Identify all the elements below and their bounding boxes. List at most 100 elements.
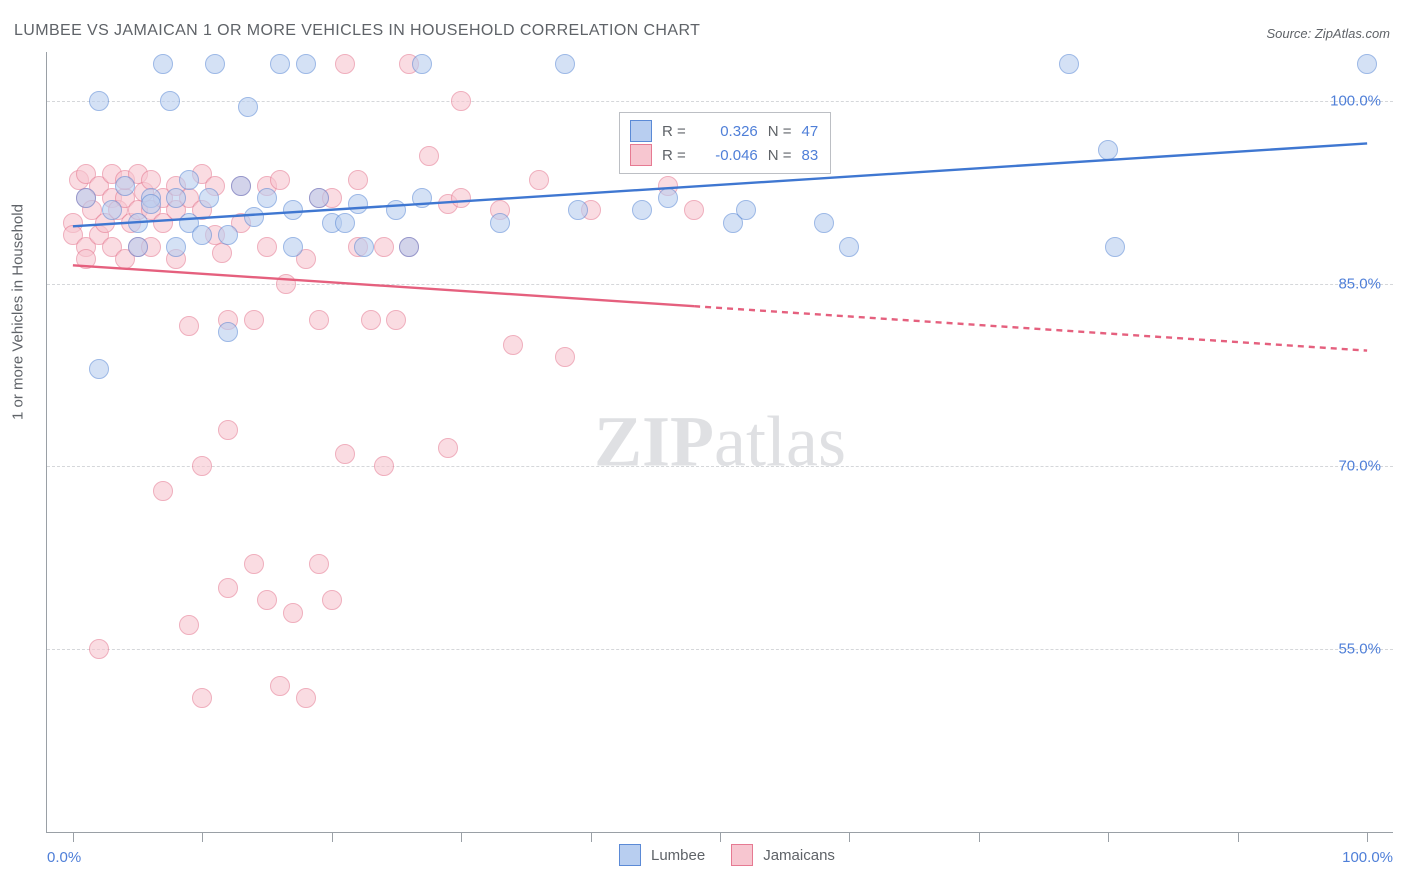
data-point-pink bbox=[244, 310, 264, 330]
data-point-blue bbox=[244, 207, 264, 227]
data-point-blue bbox=[348, 194, 368, 214]
data-point-blue bbox=[205, 54, 225, 74]
data-point-blue bbox=[568, 200, 588, 220]
data-point-blue bbox=[166, 237, 186, 257]
r-label: R = bbox=[662, 123, 686, 140]
x-axis-tick bbox=[73, 832, 74, 842]
data-point-blue bbox=[283, 200, 303, 220]
swatch-blue-icon bbox=[619, 844, 641, 866]
data-point-pink bbox=[451, 91, 471, 111]
data-point-pink bbox=[192, 456, 212, 476]
data-point-pink bbox=[529, 170, 549, 190]
watermark: ZIPatlas bbox=[594, 401, 846, 484]
data-point-blue bbox=[335, 213, 355, 233]
gridline bbox=[47, 466, 1393, 467]
x-axis-tick bbox=[720, 832, 721, 842]
x-axis-tick bbox=[461, 832, 462, 842]
x-axis-tick bbox=[332, 832, 333, 842]
data-point-blue bbox=[412, 188, 432, 208]
data-point-blue bbox=[555, 54, 575, 74]
data-point-blue bbox=[218, 322, 238, 342]
data-point-pink bbox=[374, 456, 394, 476]
data-point-blue bbox=[76, 188, 96, 208]
data-point-blue bbox=[89, 91, 109, 111]
data-point-pink bbox=[438, 438, 458, 458]
x-axis-tick bbox=[1238, 832, 1239, 842]
data-point-blue bbox=[309, 188, 329, 208]
data-point-pink bbox=[218, 578, 238, 598]
data-point-blue bbox=[632, 200, 652, 220]
gridline bbox=[47, 649, 1393, 650]
r-value-pink: -0.046 bbox=[692, 147, 758, 164]
data-point-blue bbox=[354, 237, 374, 257]
data-point-pink bbox=[386, 310, 406, 330]
y-axis-tick-label: 85.0% bbox=[1338, 275, 1381, 292]
data-point-pink bbox=[361, 310, 381, 330]
series-label-pink: Jamaicans bbox=[763, 847, 835, 864]
data-point-pink bbox=[335, 54, 355, 74]
n-label: N = bbox=[768, 147, 792, 164]
data-point-blue bbox=[412, 54, 432, 74]
data-point-blue bbox=[218, 225, 238, 245]
n-label: N = bbox=[768, 123, 792, 140]
data-point-blue bbox=[153, 54, 173, 74]
data-point-pink bbox=[141, 170, 161, 190]
data-point-blue bbox=[658, 188, 678, 208]
x-axis-tick bbox=[591, 832, 592, 842]
scatter-plot-area: ZIPatlas R = 0.326 N = 47 R = -0.046 N =… bbox=[46, 52, 1393, 833]
data-point-pink bbox=[153, 481, 173, 501]
data-point-pink bbox=[348, 170, 368, 190]
x-axis-label-max: 100.0% bbox=[1342, 849, 1393, 866]
data-point-pink bbox=[451, 188, 471, 208]
source-credit: Source: ZipAtlas.com bbox=[1266, 26, 1390, 41]
data-point-pink bbox=[270, 170, 290, 190]
y-axis-tick-label: 70.0% bbox=[1338, 458, 1381, 475]
r-value-blue: 0.326 bbox=[692, 123, 758, 140]
data-point-pink bbox=[309, 554, 329, 574]
y-axis-title: 1 or more Vehicles in Household bbox=[10, 204, 27, 420]
data-point-blue bbox=[1098, 140, 1118, 160]
data-point-blue bbox=[839, 237, 859, 257]
data-point-pink bbox=[257, 590, 277, 610]
swatch-pink-icon bbox=[731, 844, 753, 866]
y-axis-tick-label: 55.0% bbox=[1338, 641, 1381, 658]
data-point-blue bbox=[814, 213, 834, 233]
data-point-blue bbox=[231, 176, 251, 196]
data-point-pink bbox=[192, 688, 212, 708]
data-point-pink bbox=[76, 249, 96, 269]
data-point-pink bbox=[257, 237, 277, 257]
data-point-blue bbox=[399, 237, 419, 257]
series-legend: Lumbee Jamaicans bbox=[619, 844, 835, 866]
x-axis-tick bbox=[202, 832, 203, 842]
data-point-pink bbox=[374, 237, 394, 257]
data-point-blue bbox=[115, 176, 135, 196]
x-axis-label-min: 0.0% bbox=[47, 849, 81, 866]
data-point-blue bbox=[257, 188, 277, 208]
data-point-pink bbox=[212, 243, 232, 263]
data-point-blue bbox=[1105, 237, 1125, 257]
swatch-blue-icon bbox=[630, 120, 652, 142]
series-label-blue: Lumbee bbox=[651, 847, 705, 864]
data-point-pink bbox=[276, 274, 296, 294]
data-point-pink bbox=[322, 590, 342, 610]
data-point-blue bbox=[141, 194, 161, 214]
x-axis-tick bbox=[849, 832, 850, 842]
data-point-blue bbox=[160, 91, 180, 111]
data-point-pink bbox=[179, 615, 199, 635]
data-point-blue bbox=[179, 170, 199, 190]
chart-title: LUMBEE VS JAMAICAN 1 OR MORE VEHICLES IN… bbox=[14, 22, 700, 40]
data-point-pink bbox=[684, 200, 704, 220]
data-point-blue bbox=[296, 54, 316, 74]
data-point-pink bbox=[309, 310, 329, 330]
data-point-pink bbox=[419, 146, 439, 166]
data-point-pink bbox=[555, 347, 575, 367]
data-point-blue bbox=[192, 225, 212, 245]
data-point-blue bbox=[386, 200, 406, 220]
data-point-blue bbox=[128, 237, 148, 257]
n-value-pink: 83 bbox=[802, 147, 819, 164]
data-point-blue bbox=[128, 213, 148, 233]
data-point-blue bbox=[736, 200, 756, 220]
data-point-pink bbox=[296, 688, 316, 708]
data-point-blue bbox=[1357, 54, 1377, 74]
data-point-pink bbox=[218, 420, 238, 440]
